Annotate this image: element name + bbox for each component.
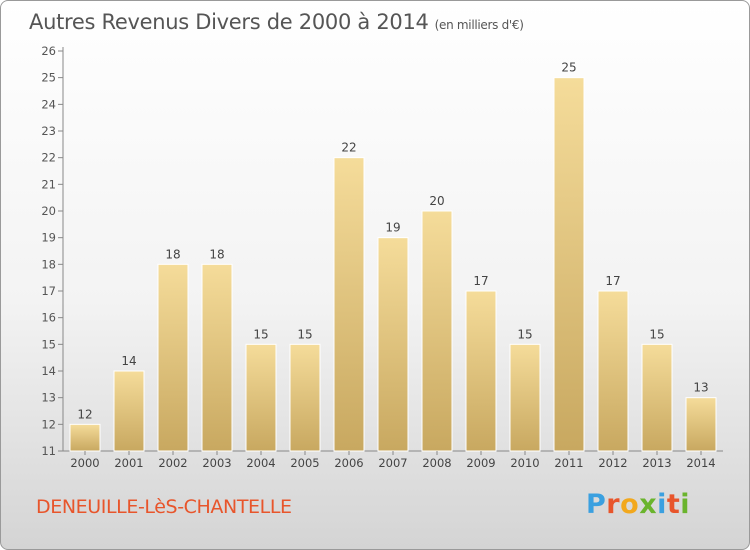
chart-unit-label: (en milliers d'€) — [434, 18, 524, 32]
x-tick-label: 2006 — [334, 456, 363, 470]
y-tick-label: 13 — [41, 391, 56, 405]
y-tick-label: 17 — [41, 284, 56, 298]
logo-letter: i — [657, 489, 667, 520]
y-tick-label: 23 — [41, 124, 56, 138]
logo-letter: i — [680, 489, 691, 520]
y-tick-label: 14 — [41, 364, 56, 378]
bar — [377, 237, 409, 452]
bar — [333, 157, 365, 452]
bar-value-label: 17 — [605, 274, 620, 288]
y-tick-label: 11 — [41, 444, 56, 458]
bar-value-label: 15 — [297, 327, 312, 341]
logo-letter: o — [620, 489, 640, 520]
y-tick-label: 21 — [41, 177, 56, 191]
chart-title: Autres Revenus Divers de 2000 à 2014 (en … — [29, 10, 524, 34]
logo-letter: r — [606, 489, 621, 520]
bar-value-label: 18 — [165, 247, 180, 261]
x-tick-label: 2003 — [202, 456, 231, 470]
logo-letter: t — [666, 489, 681, 520]
bar — [597, 290, 629, 452]
bar — [641, 343, 673, 452]
bar — [69, 423, 101, 452]
x-tick-label: 2012 — [598, 456, 627, 470]
bar — [201, 263, 233, 452]
x-tick-label: 2000 — [70, 456, 99, 470]
bar — [685, 397, 717, 452]
bar-value-label: 19 — [385, 221, 400, 235]
proxiti-logo: Proxiti — [586, 489, 690, 520]
bar-value-label: 14 — [121, 354, 136, 368]
y-tick-label: 15 — [41, 337, 56, 351]
x-tick-label: 2013 — [642, 456, 671, 470]
x-tick-label: 2005 — [290, 456, 319, 470]
bar-value-label: 15 — [253, 327, 268, 341]
chart-title-text: Autres Revenus Divers de 2000 à 2014 — [29, 10, 429, 34]
x-tick-label: 2004 — [246, 456, 275, 470]
y-tick-label: 18 — [41, 257, 56, 271]
x-tick-label: 2001 — [114, 456, 143, 470]
bar-value-label: 12 — [77, 407, 92, 421]
bar — [157, 263, 189, 452]
bar-value-label: 18 — [209, 247, 224, 261]
x-tick-label: 2010 — [510, 456, 539, 470]
y-tick-label: 24 — [41, 97, 56, 111]
bar-value-label: 22 — [341, 141, 356, 155]
commune-name: DENEUILLE-LèS-CHANTELLE — [36, 496, 292, 518]
bar — [113, 370, 145, 452]
bar — [245, 343, 277, 452]
bar-value-label: 13 — [693, 381, 708, 395]
y-tick-label: 19 — [41, 231, 56, 245]
bar-value-label: 15 — [649, 327, 664, 341]
bar-value-label: 20 — [429, 194, 444, 208]
bar-value-label: 15 — [517, 327, 532, 341]
x-tick-label: 2014 — [686, 456, 715, 470]
x-tick-label: 2011 — [554, 456, 583, 470]
x-tick-label: 2008 — [422, 456, 451, 470]
bar — [289, 343, 321, 452]
x-tick-label: 2007 — [378, 456, 407, 470]
bar — [553, 77, 585, 452]
bar — [421, 210, 453, 452]
bar-value-label: 25 — [561, 61, 576, 75]
logo-letter: P — [586, 489, 607, 520]
bar — [465, 290, 497, 452]
y-tick-label: 20 — [41, 204, 56, 218]
x-tick-label: 2002 — [158, 456, 187, 470]
x-tick-label: 2009 — [466, 456, 495, 470]
y-tick-label: 25 — [41, 71, 56, 85]
bar-value-label: 17 — [473, 274, 488, 288]
y-tick-label: 16 — [41, 311, 56, 325]
bar — [509, 343, 541, 452]
y-tick-label: 26 — [41, 44, 56, 58]
y-tick-label: 12 — [41, 417, 56, 431]
logo-letter: x — [639, 489, 658, 520]
y-tick-label: 22 — [41, 151, 56, 165]
